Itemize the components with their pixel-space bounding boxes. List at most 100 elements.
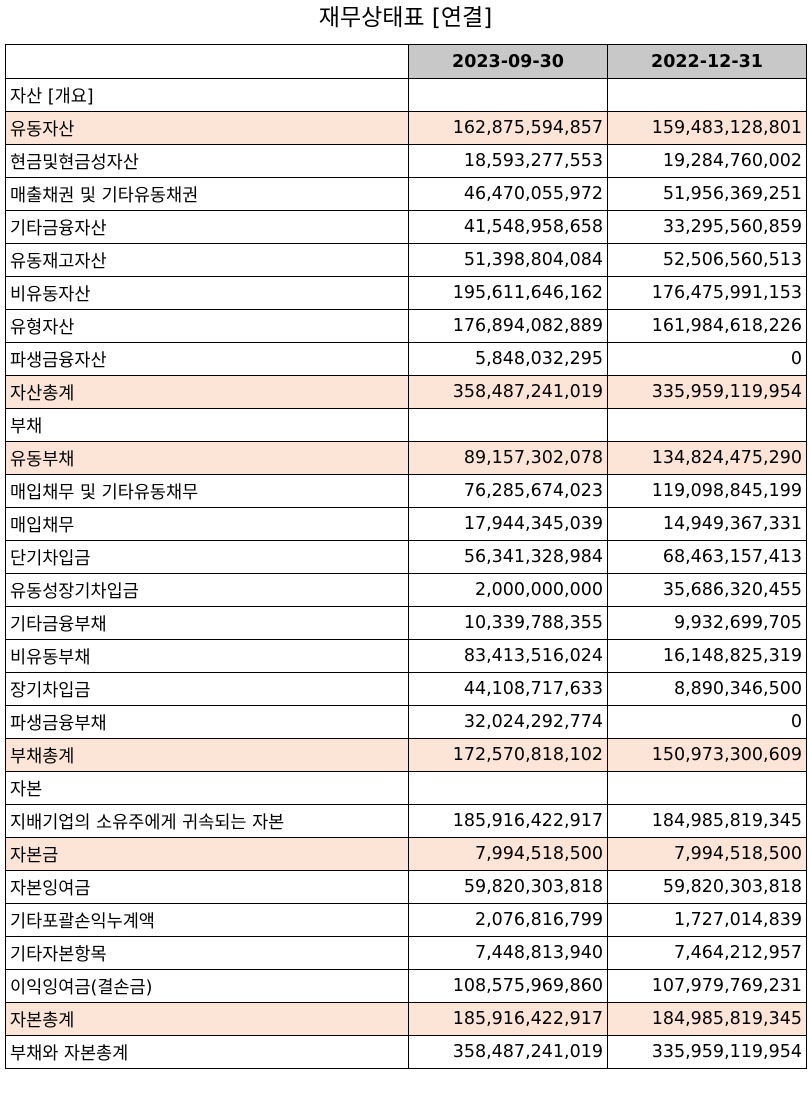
value-prior-period: 335,959,119,954 xyxy=(607,375,807,409)
table-row: 기타금융부채 10,339,788,355 9,932,699,705 xyxy=(5,606,807,640)
value-current-period: 358,487,241,019 xyxy=(408,1035,608,1069)
value-prior-period xyxy=(607,78,807,112)
table-row: 유동재고자산 51,398,804,084 52,506,560,513 xyxy=(5,243,807,277)
table-row: 자본 xyxy=(5,771,807,805)
value-prior-period: 9,932,699,705 xyxy=(607,606,807,640)
row-label: 기타자본항목 xyxy=(5,936,409,970)
table-row: 장기차입금 44,108,717,633 8,890,346,500 xyxy=(5,672,807,706)
row-label: 부채와 자본총계 xyxy=(5,1035,409,1069)
value-current-period xyxy=(408,78,608,112)
table-row: 현금및현금성자산 18,593,277,553 19,284,760,002 xyxy=(5,144,807,178)
table-body: 자산 [개요] 유동자산 162,875,594,857 159,483,128,80… xyxy=(5,78,807,1069)
table-row: 매출채권 및 기타유동채권 46,470,055,972 51,956,369,25… xyxy=(5,177,807,211)
row-label: 매입채무 xyxy=(5,507,409,541)
value-prior-period: 51,956,369,251 xyxy=(607,177,807,211)
row-label: 기타포괄손익누계액 xyxy=(5,903,409,937)
value-current-period: 7,448,813,940 xyxy=(408,936,608,970)
value-current-period: 18,593,277,553 xyxy=(408,144,608,178)
table-row: 부채 xyxy=(5,408,807,442)
value-current-period: 185,916,422,917 xyxy=(408,804,608,838)
table-row: 단기차입금 56,341,328,984 68,463,157,413 xyxy=(5,540,807,574)
value-prior-period: 159,483,128,801 xyxy=(607,111,807,145)
table-row: 부채와 자본총계 358,487,241,019 335,959,119,954 xyxy=(5,1035,807,1069)
value-prior-period: 8,890,346,500 xyxy=(607,672,807,706)
value-current-period: 176,894,082,889 xyxy=(408,309,608,343)
value-prior-period: 16,148,825,319 xyxy=(607,639,807,673)
value-current-period: 59,820,303,818 xyxy=(408,870,608,904)
table-row: 기타포괄손익누계액 2,076,816,799 1,727,014,839 xyxy=(5,903,807,937)
value-prior-period: 0 xyxy=(607,342,807,376)
value-prior-period: 59,820,303,818 xyxy=(607,870,807,904)
value-current-period: 46,470,055,972 xyxy=(408,177,608,211)
table-row: 파생금융부채 32,024,292,774 0 xyxy=(5,705,807,739)
value-prior-period: 7,464,212,957 xyxy=(607,936,807,970)
value-prior-period: 184,985,819,345 xyxy=(607,804,807,838)
value-prior-period xyxy=(607,408,807,442)
row-label: 유형자산 xyxy=(5,309,409,343)
row-label: 현금및현금성자산 xyxy=(5,144,409,178)
value-current-period: 358,487,241,019 xyxy=(408,375,608,409)
value-prior-period: 35,686,320,455 xyxy=(607,573,807,607)
value-current-period: 172,570,818,102 xyxy=(408,738,608,772)
table-row: 비유동부채 83,413,516,024 16,148,825,319 xyxy=(5,639,807,673)
row-label: 매출채권 및 기타유동채권 xyxy=(5,177,409,211)
table-row: 자산총계 358,487,241,019 335,959,119,954 xyxy=(5,375,807,409)
header-period-current: 2023-09-30 xyxy=(408,44,608,79)
row-label: 부채총계 xyxy=(5,738,409,772)
value-prior-period: 119,098,845,199 xyxy=(607,474,807,508)
value-current-period: 44,108,717,633 xyxy=(408,672,608,706)
table-row: 기타금융자산 41,548,958,658 33,295,560,859 xyxy=(5,210,807,244)
value-prior-period: 184,985,819,345 xyxy=(607,1002,807,1036)
value-current-period: 41,548,958,658 xyxy=(408,210,608,244)
row-label: 유동성장기차입금 xyxy=(5,573,409,607)
table-row: 유동자산 162,875,594,857 159,483,128,801 xyxy=(5,111,807,145)
table-row: 지배기업의 소유주에게 귀속되는 자본 185,916,422,917 184,98… xyxy=(5,804,807,838)
value-current-period: 51,398,804,084 xyxy=(408,243,608,277)
value-current-period: 108,575,969,860 xyxy=(408,969,608,1003)
value-prior-period: 19,284,760,002 xyxy=(607,144,807,178)
value-prior-period: 0 xyxy=(607,705,807,739)
value-prior-period: 150,973,300,609 xyxy=(607,738,807,772)
row-label: 비유동자산 xyxy=(5,276,409,310)
value-current-period xyxy=(408,771,608,805)
row-label: 유동부채 xyxy=(5,441,409,475)
value-prior-period: 7,994,518,500 xyxy=(607,837,807,871)
table-row: 자본금 7,994,518,500 7,994,518,500 xyxy=(5,837,807,871)
table-row: 매입채무 17,944,345,039 14,949,367,331 xyxy=(5,507,807,541)
row-label: 기타금융부채 xyxy=(5,606,409,640)
table-header-row: 2023-09-30 2022-12-31 xyxy=(5,44,807,79)
value-prior-period: 68,463,157,413 xyxy=(607,540,807,574)
row-label: 자산총계 xyxy=(5,375,409,409)
table-row: 유동성장기차입금 2,000,000,000 35,686,320,455 xyxy=(5,573,807,607)
value-prior-period: 176,475,991,153 xyxy=(607,276,807,310)
row-label: 자본금 xyxy=(5,837,409,871)
row-label: 자본 xyxy=(5,771,409,805)
balance-sheet-table: 2023-09-30 2022-12-31 자산 [개요] 유동자산 162,875… xyxy=(5,44,807,1069)
value-current-period: 56,341,328,984 xyxy=(408,540,608,574)
row-label: 파생금융자산 xyxy=(5,342,409,376)
table-row: 자본잉여금 59,820,303,818 59,820,303,818 xyxy=(5,870,807,904)
row-label: 자본총계 xyxy=(5,1002,409,1036)
value-current-period: 195,611,646,162 xyxy=(408,276,608,310)
table-row: 비유동자산 195,611,646,162 176,475,991,153 xyxy=(5,276,807,310)
table-row: 유동부채 89,157,302,078 134,824,475,290 xyxy=(5,441,807,475)
value-current-period: 17,944,345,039 xyxy=(408,507,608,541)
value-current-period: 2,076,816,799 xyxy=(408,903,608,937)
row-label: 비유동부채 xyxy=(5,639,409,673)
value-current-period: 2,000,000,000 xyxy=(408,573,608,607)
value-current-period: 76,285,674,023 xyxy=(408,474,608,508)
value-current-period: 10,339,788,355 xyxy=(408,606,608,640)
row-label: 매입채무 및 기타유동채무 xyxy=(5,474,409,508)
value-current-period: 185,916,422,917 xyxy=(408,1002,608,1036)
value-prior-period: 33,295,560,859 xyxy=(607,210,807,244)
table-row: 유형자산 176,894,082,889 161,984,618,226 xyxy=(5,309,807,343)
value-prior-period: 52,506,560,513 xyxy=(607,243,807,277)
row-label: 장기차입금 xyxy=(5,672,409,706)
table-row: 파생금융자산 5,848,032,295 0 xyxy=(5,342,807,376)
value-prior-period xyxy=(607,771,807,805)
value-current-period: 83,413,516,024 xyxy=(408,639,608,673)
value-current-period xyxy=(408,408,608,442)
header-period-prior: 2022-12-31 xyxy=(607,44,807,79)
value-current-period: 7,994,518,500 xyxy=(408,837,608,871)
row-label: 기타금융자산 xyxy=(5,210,409,244)
